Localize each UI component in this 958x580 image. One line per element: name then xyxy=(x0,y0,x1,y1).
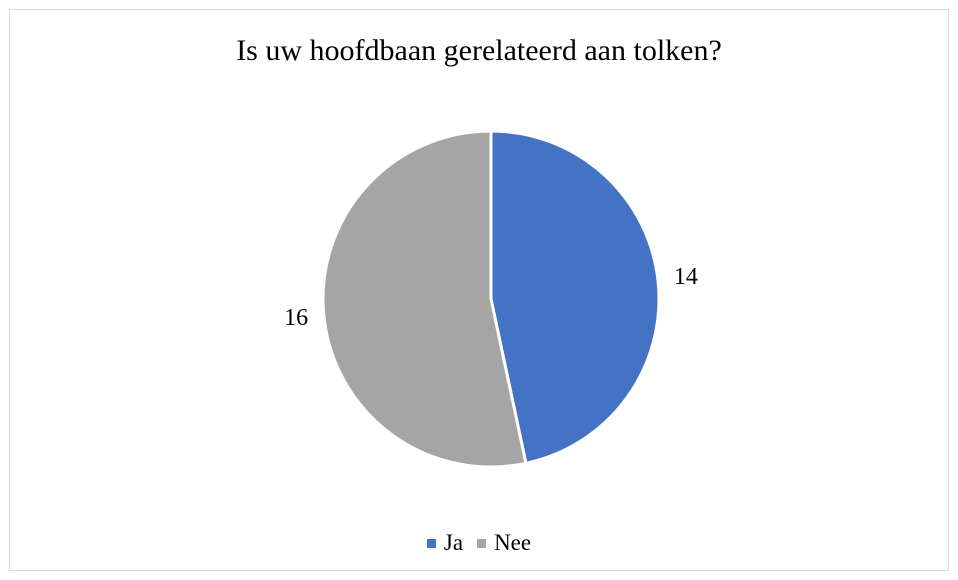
legend-swatch-nee xyxy=(477,538,487,548)
data-label-ja: 14 xyxy=(674,264,698,290)
legend: Ja Nee xyxy=(0,530,958,556)
pie-slice-ja xyxy=(489,129,661,465)
chart-title: Is uw hoofdbaan gerelateerd aan tolken? xyxy=(236,34,722,67)
legend-item-ja: Ja xyxy=(426,530,464,556)
legend-swatch-ja xyxy=(426,538,436,548)
data-label-nee: 16 xyxy=(284,305,308,331)
pie-slice-nee xyxy=(321,129,528,469)
legend-label-nee: Nee xyxy=(494,530,532,555)
legend-item-nee: Nee xyxy=(477,530,531,556)
legend-label-ja: Ja xyxy=(443,530,464,555)
